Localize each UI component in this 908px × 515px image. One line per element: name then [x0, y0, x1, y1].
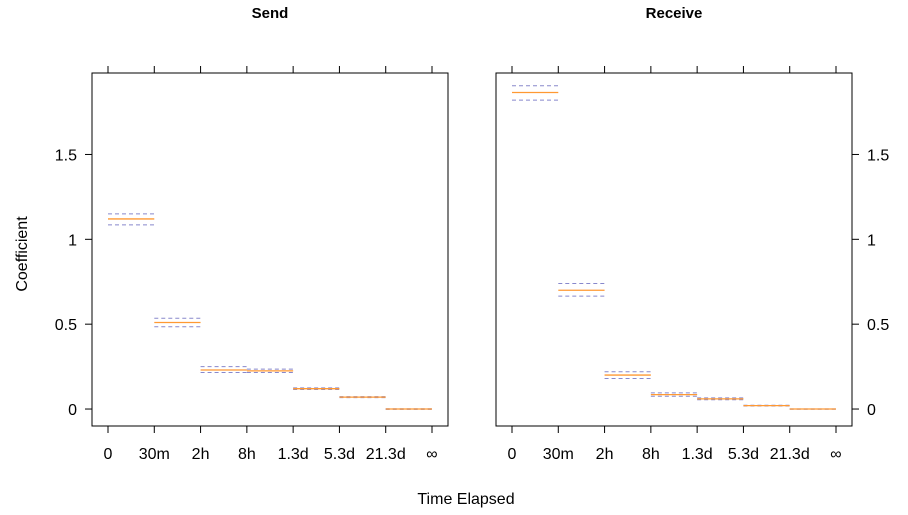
x-tick-label: 21.3d: [770, 446, 810, 463]
panel-title: Send: [252, 5, 289, 22]
panel-title: Receive: [646, 5, 703, 22]
y-tick-label: 0: [68, 402, 77, 419]
x-tick-label: ∞: [426, 446, 437, 463]
y-tick-label: 0.5: [867, 317, 889, 334]
x-tick-label: 2h: [192, 446, 210, 463]
x-tick-label: 21.3d: [366, 446, 406, 463]
x-axis-label: Time Elapsed: [417, 491, 514, 508]
x-tick-label: 1.3d: [278, 446, 309, 463]
y-tick-label: 0.5: [55, 317, 77, 334]
x-tick-label: 0: [104, 446, 113, 463]
send-panel: Send 0 30m 2h 8h 1.3d 5.3d 21.3d ∞ 0 0.5 1 1.5: [55, 5, 449, 463]
x-tick-label: 0: [508, 446, 517, 463]
y-tick-label: 1: [68, 232, 77, 249]
y-axis-label: Coefficient: [14, 216, 31, 292]
plot-frame: [91, 72, 449, 427]
x-tick-label: 8h: [642, 446, 660, 463]
y-tick-label: 1.5: [55, 147, 77, 164]
x-tick-label: 30m: [543, 446, 574, 463]
x-tick-label: 5.3d: [728, 446, 759, 463]
plot-frame: [495, 72, 853, 427]
x-tick-label: 1.3d: [682, 446, 713, 463]
y-tick-label: 1.5: [867, 147, 889, 164]
x-tick-label: 5.3d: [324, 446, 355, 463]
y-tick-label: 0: [867, 402, 876, 419]
receive-panel: Receive 0 30m 2h 8h 1.3d 5.3d 21.3d ∞ 0 0.5 1 1.5: [495, 5, 889, 463]
x-tick-label: 8h: [238, 446, 256, 463]
x-tick-label: 2h: [596, 446, 614, 463]
y-tick-label: 1: [867, 232, 876, 249]
x-tick-label: 30m: [139, 446, 170, 463]
x-tick-label: ∞: [830, 446, 841, 463]
